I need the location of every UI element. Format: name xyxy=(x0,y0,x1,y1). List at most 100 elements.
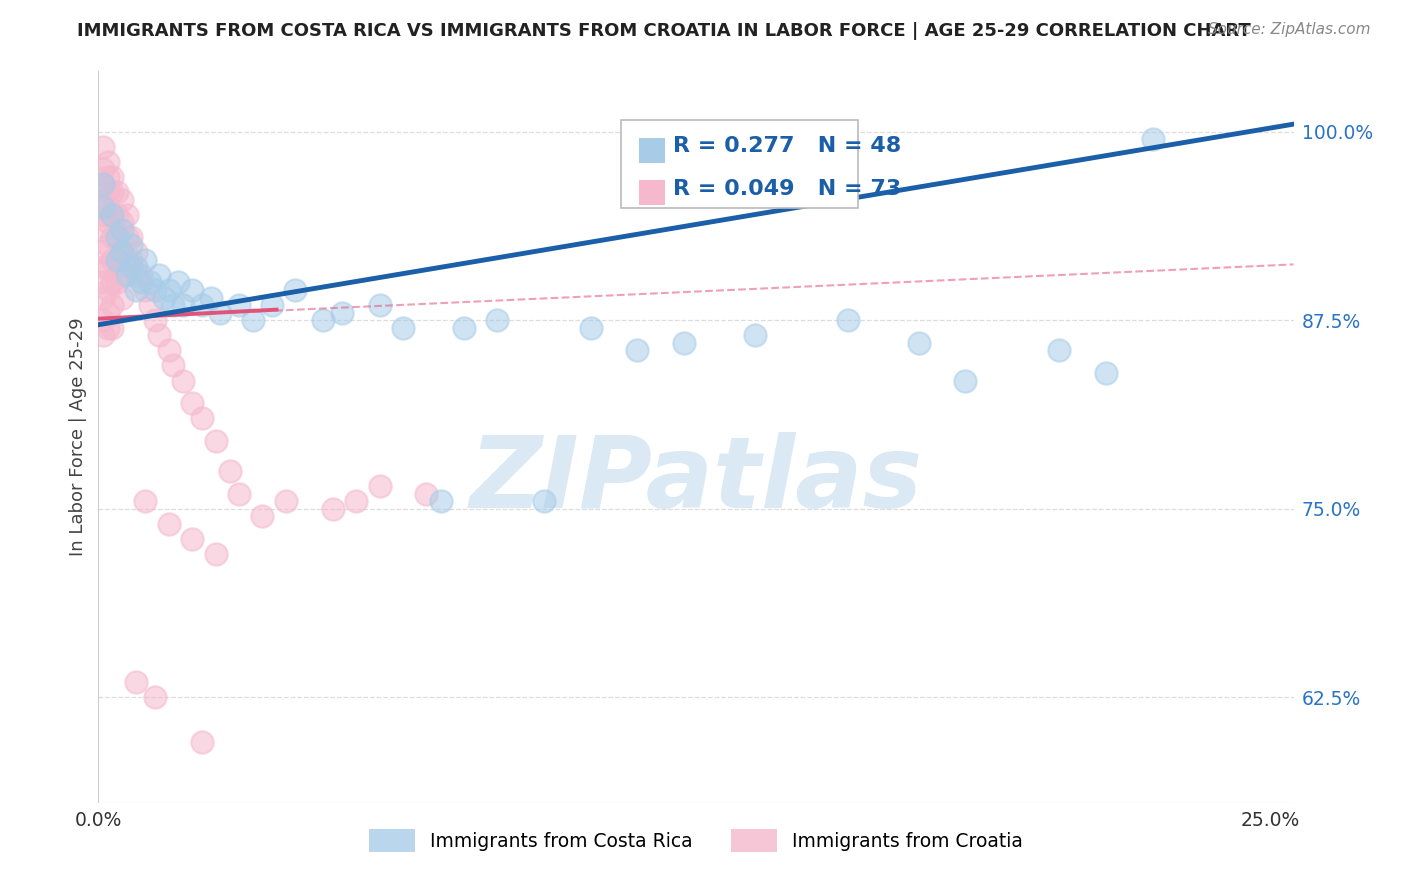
Point xyxy=(181,396,204,410)
Text: R = 0.049   N = 73: R = 0.049 N = 73 xyxy=(673,178,901,199)
Point xyxy=(129,268,152,282)
Point xyxy=(162,298,184,312)
Point xyxy=(533,494,555,508)
Point xyxy=(157,283,180,297)
Point xyxy=(91,245,114,260)
Point xyxy=(101,208,124,222)
Point xyxy=(115,252,138,267)
Point xyxy=(97,283,120,297)
Point xyxy=(91,313,114,327)
Point xyxy=(429,494,451,508)
Point xyxy=(172,298,194,312)
Point xyxy=(242,313,264,327)
Point xyxy=(228,486,250,500)
Point xyxy=(91,208,114,222)
Point xyxy=(1142,132,1164,146)
Point xyxy=(97,260,120,275)
Point xyxy=(101,185,124,199)
Point xyxy=(111,223,134,237)
Point xyxy=(172,374,194,388)
Point xyxy=(91,140,114,154)
Point xyxy=(200,291,222,305)
Point xyxy=(105,252,128,267)
Point xyxy=(153,291,176,305)
Point xyxy=(368,298,391,312)
Point xyxy=(101,230,124,244)
Point xyxy=(115,230,138,244)
Point xyxy=(453,320,475,334)
Point xyxy=(97,215,120,229)
Point xyxy=(485,313,508,327)
Point xyxy=(744,328,766,343)
Point xyxy=(91,260,114,275)
Point xyxy=(415,486,437,500)
Point xyxy=(139,298,162,312)
Point xyxy=(91,178,114,192)
Point xyxy=(1095,366,1118,380)
Point xyxy=(91,178,114,192)
Point xyxy=(125,675,148,690)
Point xyxy=(1047,343,1070,358)
Point xyxy=(91,328,114,343)
Point xyxy=(101,298,124,312)
Point xyxy=(97,320,120,334)
Point xyxy=(97,169,120,184)
Point xyxy=(91,223,114,237)
Text: Source: ZipAtlas.com: Source: ZipAtlas.com xyxy=(1208,22,1371,37)
Point xyxy=(115,208,138,222)
Point xyxy=(105,252,128,267)
Legend: Immigrants from Costa Rica, Immigrants from Croatia: Immigrants from Costa Rica, Immigrants f… xyxy=(361,822,1031,859)
Point xyxy=(91,200,114,214)
Point xyxy=(204,434,226,448)
Point xyxy=(148,328,170,343)
Point xyxy=(105,230,128,244)
Point xyxy=(190,411,212,425)
Point xyxy=(322,501,344,516)
Point xyxy=(129,276,152,290)
Point xyxy=(312,313,335,327)
Point xyxy=(111,245,134,260)
Point xyxy=(143,283,166,297)
Point xyxy=(190,298,212,312)
Point xyxy=(181,283,204,297)
Point xyxy=(955,374,977,388)
Point xyxy=(157,516,180,531)
Point xyxy=(91,162,114,177)
Point xyxy=(101,252,124,267)
Point xyxy=(162,359,184,373)
Point xyxy=(134,252,156,267)
Text: IMMIGRANTS FROM COSTA RICA VS IMMIGRANTS FROM CROATIA IN LABOR FORCE | AGE 25-29: IMMIGRANTS FROM COSTA RICA VS IMMIGRANTS… xyxy=(77,22,1251,40)
Point xyxy=(91,291,114,305)
Text: ZIPatlas: ZIPatlas xyxy=(470,433,922,530)
Point xyxy=(111,215,134,229)
Point xyxy=(673,335,696,350)
Point xyxy=(97,200,120,214)
Point xyxy=(368,479,391,493)
Point xyxy=(125,268,148,282)
Point xyxy=(120,260,142,275)
Point xyxy=(120,230,142,244)
Point xyxy=(111,268,134,282)
Point xyxy=(260,298,283,312)
Y-axis label: In Labor Force | Age 25-29: In Labor Force | Age 25-29 xyxy=(69,318,87,557)
Point xyxy=(209,306,232,320)
Point xyxy=(111,193,134,207)
Point xyxy=(134,283,156,297)
Point xyxy=(120,252,142,267)
Point xyxy=(148,268,170,282)
Point xyxy=(579,320,602,334)
Point xyxy=(125,260,148,275)
Point xyxy=(97,306,120,320)
Text: R = 0.277   N = 48: R = 0.277 N = 48 xyxy=(673,136,901,156)
Point xyxy=(97,237,120,252)
Point xyxy=(167,276,190,290)
Point xyxy=(344,494,367,508)
Point xyxy=(115,268,138,282)
Point xyxy=(626,343,648,358)
Point xyxy=(91,276,114,290)
Point xyxy=(204,547,226,561)
Point xyxy=(143,313,166,327)
Point xyxy=(190,735,212,749)
Point xyxy=(125,245,148,260)
Point xyxy=(101,169,124,184)
